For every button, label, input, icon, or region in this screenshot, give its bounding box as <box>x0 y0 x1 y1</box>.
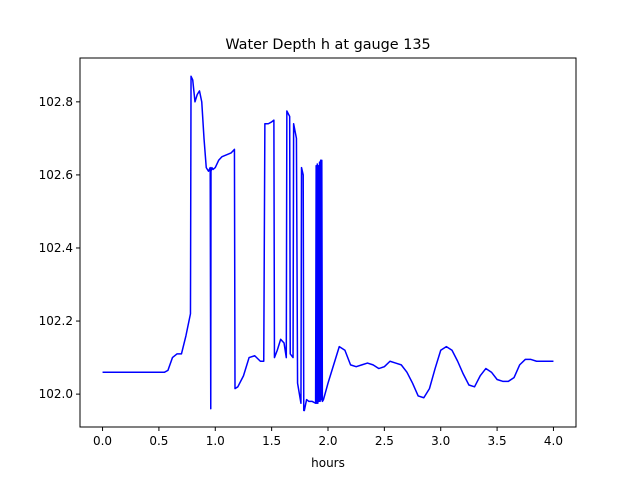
x-tick-label: 2.5 <box>375 434 394 448</box>
plot-frame <box>79 57 577 428</box>
y-tick-label: 102.0 <box>39 387 73 401</box>
y-tick-label: 102.2 <box>39 314 73 328</box>
x-axis-ticks: 0.0 0.5 1.0 1.5 2.0 2.5 3.0 3.5 4.0 <box>93 427 563 448</box>
x-axis-label: hours <box>311 456 345 470</box>
x-tick-label: 3.0 <box>431 434 450 448</box>
x-tick-label: 0.0 <box>93 434 112 448</box>
x-tick-label: 1.5 <box>262 434 281 448</box>
y-axis-ticks: 102.0 102.2 102.4 102.6 102.8 <box>39 95 80 401</box>
y-tick-label: 102.4 <box>39 241 73 255</box>
x-tick-label: 2.0 <box>318 434 337 448</box>
x-tick-label: 1.0 <box>206 434 225 448</box>
x-tick-label: 3.5 <box>488 434 507 448</box>
series-line-0 <box>102 75 554 412</box>
x-tick-label: 4.0 <box>544 434 563 448</box>
chart-title: Water Depth h at gauge 135 <box>225 37 430 53</box>
y-tick-label: 102.6 <box>39 168 73 182</box>
x-tick-label: 0.5 <box>149 434 168 448</box>
plot-area <box>102 75 554 412</box>
y-tick-label: 102.8 <box>39 95 73 109</box>
